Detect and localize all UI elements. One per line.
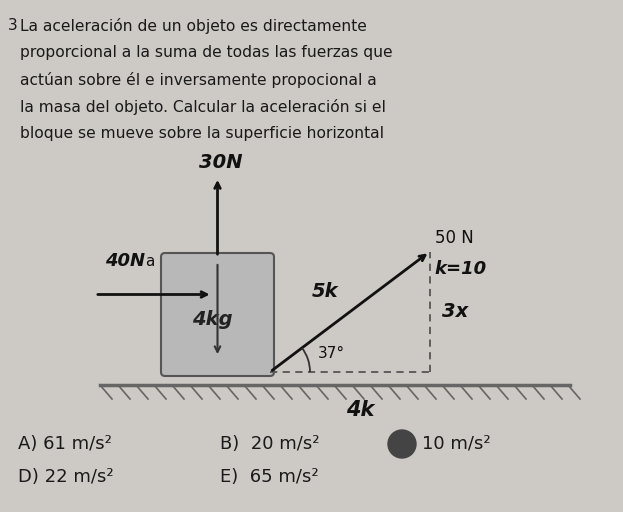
Text: 30N: 30N	[199, 153, 242, 172]
Text: actúan sobre él e inversamente propocional a: actúan sobre él e inversamente propocion…	[20, 72, 377, 88]
Text: 4k: 4k	[346, 400, 374, 420]
Text: 10 m/s²: 10 m/s²	[422, 435, 491, 453]
Text: B)  20 m/s²: B) 20 m/s²	[220, 435, 320, 453]
Circle shape	[388, 430, 416, 458]
Text: A) 61 m/s²: A) 61 m/s²	[18, 435, 112, 453]
Text: 4kg: 4kg	[192, 310, 233, 329]
Text: 37°: 37°	[318, 347, 345, 361]
Text: D) 22 m/s²: D) 22 m/s²	[18, 468, 113, 486]
Text: k=10: k=10	[435, 260, 487, 278]
Text: 3: 3	[8, 18, 17, 33]
FancyBboxPatch shape	[161, 253, 274, 376]
Text: 5k: 5k	[312, 282, 338, 302]
Text: proporcional a la suma de todas las fuerzas que: proporcional a la suma de todas las fuer…	[20, 45, 392, 60]
Text: la masa del objeto. Calcular la aceleración si el: la masa del objeto. Calcular la acelerac…	[20, 99, 386, 115]
Text: 40N: 40N	[105, 251, 145, 269]
Text: 3x: 3x	[442, 302, 468, 322]
Text: bloque se mueve sobre la superficie horizontal: bloque se mueve sobre la superficie hori…	[20, 126, 384, 141]
Text: 50 N: 50 N	[435, 229, 473, 247]
Text: E)  65 m/s²: E) 65 m/s²	[220, 468, 318, 486]
Text: La aceleración de un objeto es directamente: La aceleración de un objeto es directame…	[20, 18, 367, 34]
Text: a: a	[145, 254, 155, 269]
